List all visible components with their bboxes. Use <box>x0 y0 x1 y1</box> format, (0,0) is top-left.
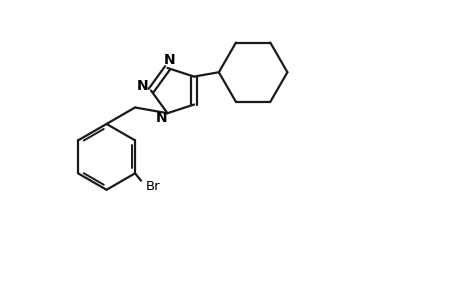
Text: N: N <box>137 79 148 93</box>
Text: N: N <box>163 53 175 67</box>
Text: Br: Br <box>145 180 160 193</box>
Text: N: N <box>156 111 167 125</box>
